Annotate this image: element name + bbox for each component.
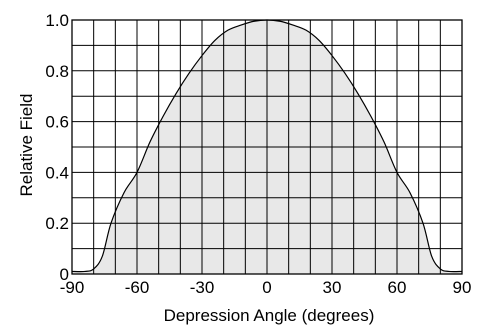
- y-tick-label: 0.4: [45, 163, 69, 182]
- x-tick-label: 60: [388, 278, 407, 297]
- x-tick-labels: -90 -60 -30 0 30 60 90: [60, 278, 472, 297]
- y-tick-label: 0.6: [45, 113, 69, 132]
- x-tick-label: -30: [190, 278, 215, 297]
- x-tick-label: 0: [262, 278, 271, 297]
- y-tick-label: 0: [60, 265, 69, 284]
- plot-frame: [71, 19, 463, 275]
- x-tick-label: -90: [60, 278, 85, 297]
- y-tick-label: 0.8: [45, 62, 69, 81]
- y-axis-label: Relative Field: [17, 94, 36, 197]
- y-tick-label: 0.2: [45, 214, 69, 233]
- x-tick-label: -60: [125, 278, 150, 297]
- y-tick-labels: 0 0.2 0.4 0.6 0.8 1.0: [45, 11, 69, 284]
- x-tick-label: 90: [453, 278, 472, 297]
- x-tick-label: 30: [323, 278, 342, 297]
- plot-area: [71, 19, 463, 275]
- grid: [72, 20, 462, 274]
- y-tick-label: 1.0: [45, 11, 69, 30]
- x-axis-label: Depression Angle (degrees): [164, 306, 375, 325]
